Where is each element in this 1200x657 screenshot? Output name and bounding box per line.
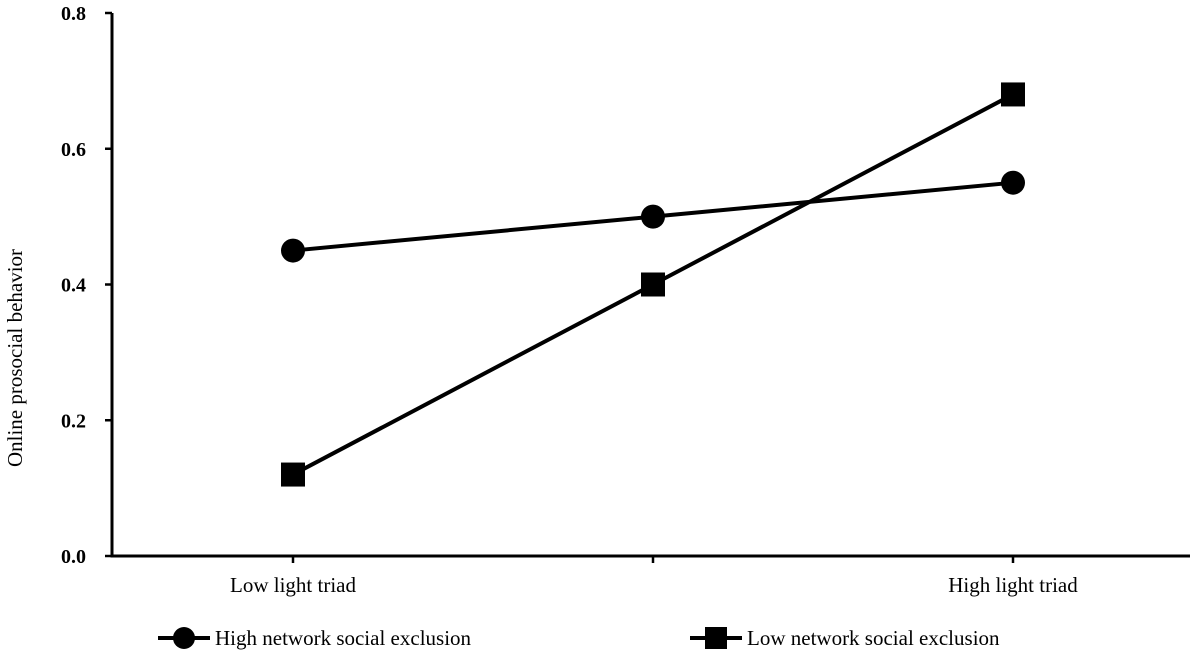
data-point-square	[641, 272, 665, 297]
data-point-square	[1001, 82, 1025, 107]
y-tick-label: 0.4	[61, 275, 86, 297]
data-point-circle	[641, 204, 665, 229]
x-tick-label: High light triad	[948, 573, 1078, 597]
legend: High network social exclusion Low network…	[158, 626, 1000, 650]
y-tick-label: 0.2	[61, 410, 86, 432]
series-layer	[281, 82, 1025, 487]
series-0	[281, 170, 1025, 263]
y-axis-title: Online prosocial behavior	[3, 249, 27, 467]
y-tick-label: 0.8	[61, 3, 86, 25]
data-point-circle	[281, 238, 305, 263]
y-tick-label: 0.0	[61, 546, 86, 568]
y-axis-ticks: 0.0 0.2 0.4 0.6 0.8	[61, 3, 112, 568]
legend-label: Low network social exclusion	[747, 626, 1000, 650]
data-point-circle	[1001, 170, 1025, 195]
series-1	[281, 82, 1025, 487]
legend-marker-square	[705, 627, 727, 649]
x-tick-label: Low light triad	[230, 573, 356, 597]
legend-item-1: Low network social exclusion	[690, 626, 1000, 650]
legend-marker-circle	[173, 627, 195, 649]
legend-item-0: High network social exclusion	[158, 626, 472, 650]
y-tick-label: 0.6	[61, 139, 86, 161]
x-axis-ticks: Low light triad High light triad	[230, 556, 1078, 597]
legend-label: High network social exclusion	[215, 626, 472, 650]
data-point-square	[281, 462, 305, 487]
